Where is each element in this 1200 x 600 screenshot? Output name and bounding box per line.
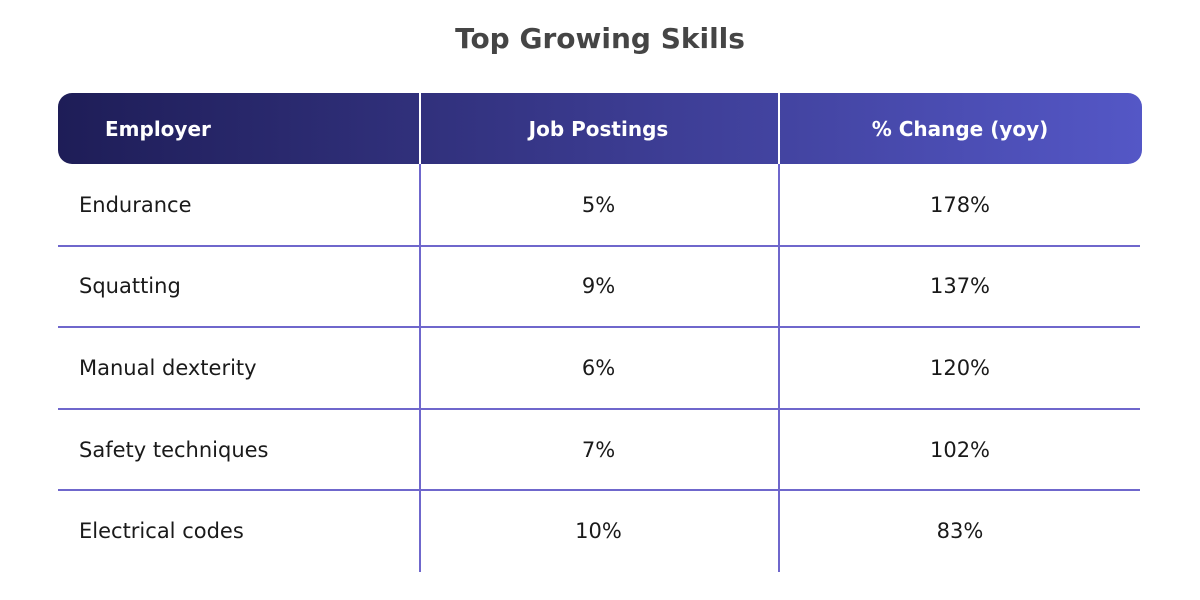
- header-divider: [778, 93, 780, 164]
- column-header: Job Postings: [528, 116, 669, 141]
- row-label: Endurance: [79, 192, 192, 217]
- title: Top Growing Skills: [455, 22, 745, 55]
- column-divider: [419, 164, 421, 572]
- row-label: Squatting: [79, 274, 181, 299]
- row-divider: [58, 489, 1140, 492]
- row-label: Manual dexterity: [79, 355, 257, 380]
- column-header: Employer: [105, 116, 211, 141]
- table-header: [58, 93, 1142, 164]
- cell-value: 10%: [575, 519, 622, 544]
- row-divider: [58, 326, 1140, 329]
- column-header: % Change (yoy): [871, 116, 1049, 141]
- row-divider: [58, 407, 1140, 410]
- header-divider: [419, 93, 421, 164]
- cell-value: 7%: [581, 437, 616, 462]
- column-divider: [778, 164, 780, 572]
- row-label: Electrical codes: [79, 519, 244, 544]
- cell-value: 178%: [929, 192, 991, 217]
- cell-value: 137%: [929, 274, 991, 299]
- cell-value: 83%: [936, 519, 984, 544]
- cell-value: 102%: [929, 437, 991, 462]
- cell-value: 6%: [581, 355, 616, 380]
- cell-value: 5%: [581, 192, 616, 217]
- row-divider: [58, 244, 1140, 247]
- cell-value: 9%: [581, 274, 616, 299]
- row-label: Safety techniques: [79, 437, 269, 462]
- cell-value: 120%: [929, 355, 991, 380]
